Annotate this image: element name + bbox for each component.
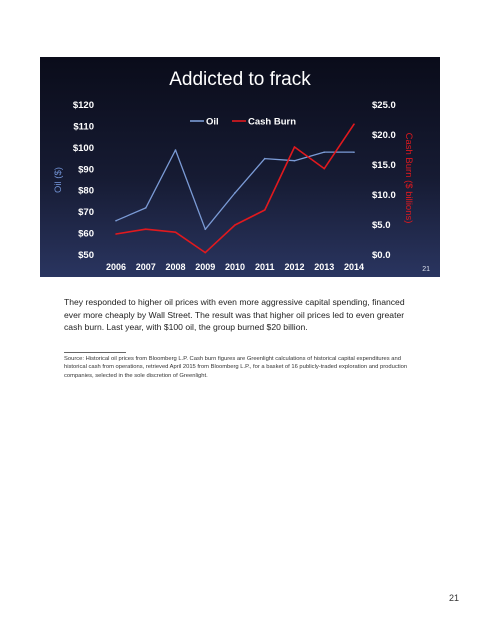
data-point-cash-burn xyxy=(204,251,207,254)
y-axis-title-right: Cash Burn ($ billions) xyxy=(403,133,414,224)
page-number: 21 xyxy=(448,593,459,603)
y-tick-right: $10.0 xyxy=(372,190,396,201)
x-tick-label: 2008 xyxy=(165,262,185,272)
y-tick-left: $80 xyxy=(78,186,94,197)
x-tick-label: 2006 xyxy=(106,262,126,272)
y-tick-left: $110 xyxy=(73,121,94,132)
data-point-oil xyxy=(323,151,326,153)
data-point-oil xyxy=(144,207,147,209)
data-point-oil xyxy=(174,149,177,151)
data-point-cash-burn xyxy=(234,224,236,226)
y-axis-title-left: Oil ($) xyxy=(53,167,64,193)
data-point-oil xyxy=(353,151,355,153)
data-point-cash-burn xyxy=(144,228,147,230)
data-point-cash-burn xyxy=(323,167,326,170)
series-line-cash-burn xyxy=(115,123,355,254)
legend-label-oil: Oil xyxy=(206,117,219,128)
y-tick-right: $15.0 xyxy=(372,160,396,171)
legend-label-cash-burn: Cash Burn xyxy=(248,117,296,128)
body-paragraph: They responded to higher oil prices with… xyxy=(64,297,405,333)
x-tick-label: 2012 xyxy=(284,262,304,272)
y-tick-left: $60 xyxy=(78,229,94,240)
x-tick-label: 2014 xyxy=(344,262,364,272)
y-tick-left: $90 xyxy=(78,164,94,175)
data-point-oil xyxy=(234,192,236,194)
y-tick-left: $70 xyxy=(78,207,94,218)
slide-number: 21 xyxy=(422,266,430,273)
chart-slide: Addicted to frack $50 $60 $70 $80 $90 $100 $110… xyxy=(40,57,440,277)
data-point-cash-burn xyxy=(174,231,177,233)
data-point-cash-burn xyxy=(115,233,117,235)
footnote-source: Source: Historical oil prices from Bloom… xyxy=(64,356,408,379)
line-chart: Addicted to frack $50 $60 $70 $80 $90 $100 $110… xyxy=(53,69,414,272)
data-point-oil xyxy=(204,228,207,231)
x-tick-label: 2010 xyxy=(225,262,245,272)
y-tick-left: $50 xyxy=(78,250,94,261)
chart-title: Addicted to frack xyxy=(169,69,311,90)
x-tick-label: 2009 xyxy=(195,262,215,272)
series-line-oil xyxy=(115,149,354,230)
footnote-divider xyxy=(64,352,126,353)
y-tick-right: $5.0 xyxy=(372,220,391,231)
data-point-oil xyxy=(263,157,266,160)
data-point-oil xyxy=(293,159,296,162)
y-tick-right: $0.0 xyxy=(372,250,391,261)
y-tick-left: $120 xyxy=(73,100,94,111)
x-tick-label: 2013 xyxy=(314,262,334,272)
data-point-cash-burn xyxy=(293,146,296,148)
y-tick-right: $25.0 xyxy=(372,100,396,111)
data-point-cash-burn xyxy=(263,209,266,211)
y-tick-right: $20.0 xyxy=(372,130,396,141)
data-point-cash-burn xyxy=(353,123,355,125)
data-point-oil xyxy=(115,219,117,222)
x-tick-label: 2011 xyxy=(255,262,275,272)
y-tick-left: $100 xyxy=(73,143,94,154)
x-tick-label: 2007 xyxy=(136,262,156,272)
